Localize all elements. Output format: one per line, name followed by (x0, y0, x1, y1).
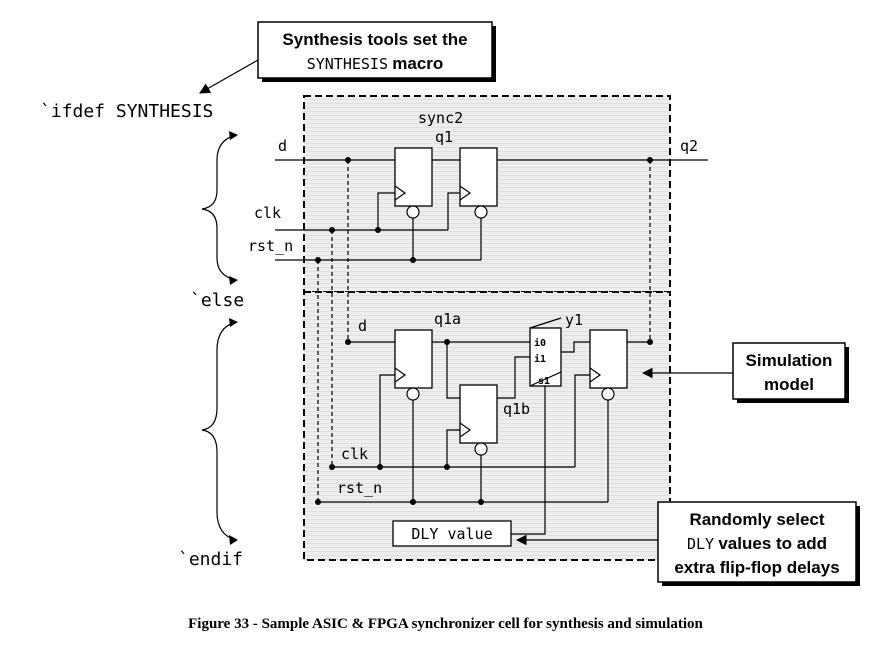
reset-bubble-icon (406, 387, 420, 401)
random-callout-line3: extra flip-flop delays (674, 558, 839, 577)
simulation-callout-line2: model (764, 375, 814, 394)
lower-brace (201, 321, 237, 541)
figure-caption: Figure 33 - Sample ASIC & FPGA synchroni… (188, 616, 703, 632)
upper-brace (201, 134, 237, 281)
synthesis-callout-arrow (199, 59, 259, 94)
random-callout-line1: Randomly select (689, 510, 824, 529)
label-q1: q1 (435, 128, 453, 146)
flipflop-q2 (459, 147, 498, 207)
reset-bubble-icon (601, 387, 615, 401)
reset-bubble-icon (474, 205, 488, 219)
dly-value-box: DLY value (392, 520, 512, 547)
label-rst-n: rst_n (248, 237, 293, 255)
sync2-title: sync2 (418, 109, 463, 127)
synthesis-callout-line1: Synthesis tools set the (282, 30, 467, 49)
simulation-callout-line1: Simulation (746, 351, 833, 370)
clock-triangle-icon (589, 367, 602, 383)
reset-bubble-icon (406, 205, 420, 219)
else-line: `else (190, 290, 244, 311)
sync2-flipflops (394, 147, 498, 219)
random-callout-line2: DLY values to add (687, 534, 827, 553)
clock-triangle-icon (394, 185, 407, 201)
sim-label-d: d (358, 317, 367, 335)
flipflop-q1b (459, 384, 498, 444)
flipflop-q1a (394, 329, 433, 389)
brace-arrow-icon (229, 535, 238, 545)
dly-value-label: DLY value (411, 525, 492, 543)
flipflop-y1 (589, 329, 628, 389)
sim-label-rst-n: rst_n (337, 479, 382, 497)
sim-junctions (315, 339, 653, 505)
sync2-junctions (315, 157, 653, 263)
label-y1: y1 (565, 311, 583, 329)
mux (529, 327, 562, 387)
endif-line: `endif (178, 549, 243, 570)
sim-wires (318, 341, 650, 535)
flipflop-q1 (394, 147, 433, 207)
sync2-wires (275, 159, 708, 261)
clock-triangle-icon (459, 185, 472, 201)
sim-flipflops: i0 i1 s1 (394, 317, 628, 456)
sim-label-clk: clk (341, 445, 368, 463)
mux-slant-bottom (529, 371, 562, 387)
synthesis-callout-line2: SYNTHESIS macro (307, 54, 444, 73)
clock-triangle-icon (459, 422, 472, 438)
synthesis-callout: Synthesis tools set the SYNTHESIS macro (199, 21, 496, 94)
label-d: d (278, 137, 287, 155)
ifdef-line: `ifdef SYNTHESIS (40, 101, 213, 122)
mux-i0-label: i0 (534, 337, 546, 349)
clock-triangle-icon (394, 367, 407, 383)
brace-arrow-icon (229, 276, 238, 285)
brace-arrow-icon (229, 318, 238, 327)
label-q1b: q1b (503, 400, 530, 418)
mux-i1-label: i1 (534, 353, 546, 365)
label-q2: q2 (680, 137, 698, 155)
reset-bubble-icon (474, 442, 488, 456)
label-q1a: q1a (434, 310, 461, 328)
simulation-callout: Simulation model (641, 342, 849, 403)
random-callout: Randomly select DLY values to add extra … (515, 501, 860, 586)
mux-slant-top (529, 317, 562, 329)
label-clk: clk (254, 204, 281, 222)
dashed-taps (317, 160, 651, 502)
mux-s1-label: s1 (538, 376, 550, 387)
brace-arrow-icon (229, 131, 238, 140)
